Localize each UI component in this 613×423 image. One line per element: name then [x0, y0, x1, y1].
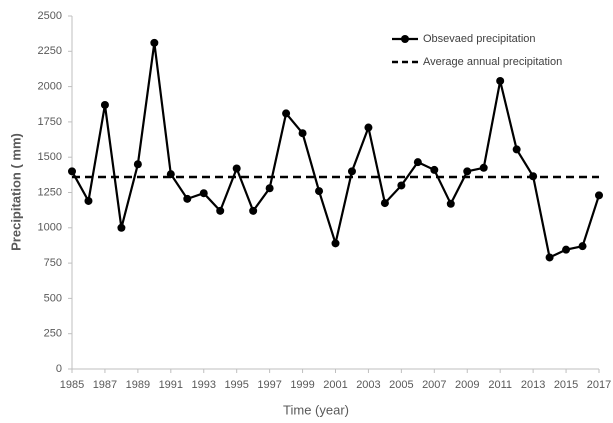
- data-point: [529, 172, 538, 181]
- x-tick-label: 2009: [455, 379, 479, 391]
- x-tick-label: 1993: [192, 379, 216, 391]
- y-tick-label: 1500: [38, 151, 62, 163]
- x-axis-title: Time (year): [283, 402, 349, 417]
- data-point: [595, 191, 603, 200]
- data-point: [331, 239, 340, 248]
- y-tick-label: 2250: [38, 45, 62, 57]
- data-point: [545, 253, 554, 262]
- data-point: [199, 189, 208, 198]
- legend-label: Obsevaed precipitation: [423, 33, 536, 45]
- y-tick-label: 750: [44, 257, 62, 269]
- x-tick-label: 2011: [488, 379, 512, 391]
- data-point: [216, 206, 225, 215]
- x-tick-label: 1991: [159, 379, 183, 391]
- data-point: [347, 167, 356, 176]
- data-point: [100, 100, 109, 109]
- x-tick-label: 2005: [389, 379, 413, 391]
- x-tick-label: 1987: [93, 379, 117, 391]
- y-tick-label: 2500: [38, 10, 62, 22]
- data-point: [298, 129, 307, 138]
- x-tick-label: 1999: [290, 379, 314, 391]
- y-tick-label: 500: [44, 292, 62, 304]
- y-tick-label: 2000: [38, 81, 62, 93]
- data-point: [183, 194, 192, 203]
- data-point: [117, 223, 126, 232]
- data-point: [232, 164, 241, 173]
- x-tick-label: 2015: [554, 379, 578, 391]
- data-point: [430, 165, 439, 174]
- data-point: [249, 206, 258, 215]
- y-tick-label: 1000: [38, 222, 62, 234]
- data-point: [463, 167, 472, 176]
- x-tick-label: 2001: [323, 379, 347, 391]
- y-tick-label: 1750: [38, 116, 62, 128]
- x-tick-label: 2017: [587, 379, 611, 391]
- data-point: [496, 76, 505, 85]
- data-point: [562, 245, 571, 254]
- data-point: [68, 167, 76, 176]
- data-point: [380, 199, 389, 208]
- x-tick-label: 2007: [422, 379, 446, 391]
- data-point: [446, 199, 455, 208]
- x-tick-label: 1995: [224, 379, 248, 391]
- y-tick-label: 1250: [38, 186, 62, 198]
- x-tick-label: 2003: [356, 379, 380, 391]
- data-point: [578, 242, 587, 251]
- data-point: [364, 123, 373, 132]
- data-point: [315, 187, 324, 196]
- data-point: [397, 181, 406, 190]
- data-point: [413, 158, 422, 167]
- data-point: [84, 196, 93, 205]
- data-point: [166, 170, 175, 179]
- legend-marker: [401, 35, 409, 43]
- y-axis-title: Precipitation ( mm): [8, 133, 23, 251]
- data-point: [265, 184, 274, 193]
- x-tick-label: 1997: [257, 379, 281, 391]
- data-point: [150, 38, 159, 47]
- y-tick-label: 250: [44, 328, 62, 340]
- y-tick-label: 0: [56, 363, 62, 375]
- data-point: [512, 145, 521, 154]
- x-tick-label: 2013: [521, 379, 545, 391]
- data-point: [282, 109, 291, 118]
- legend-label: Average annual precipitation: [423, 56, 562, 68]
- data-point: [133, 160, 142, 169]
- data-point: [479, 163, 488, 172]
- x-tick-label: 1985: [60, 379, 84, 391]
- x-tick-label: 1989: [126, 379, 150, 391]
